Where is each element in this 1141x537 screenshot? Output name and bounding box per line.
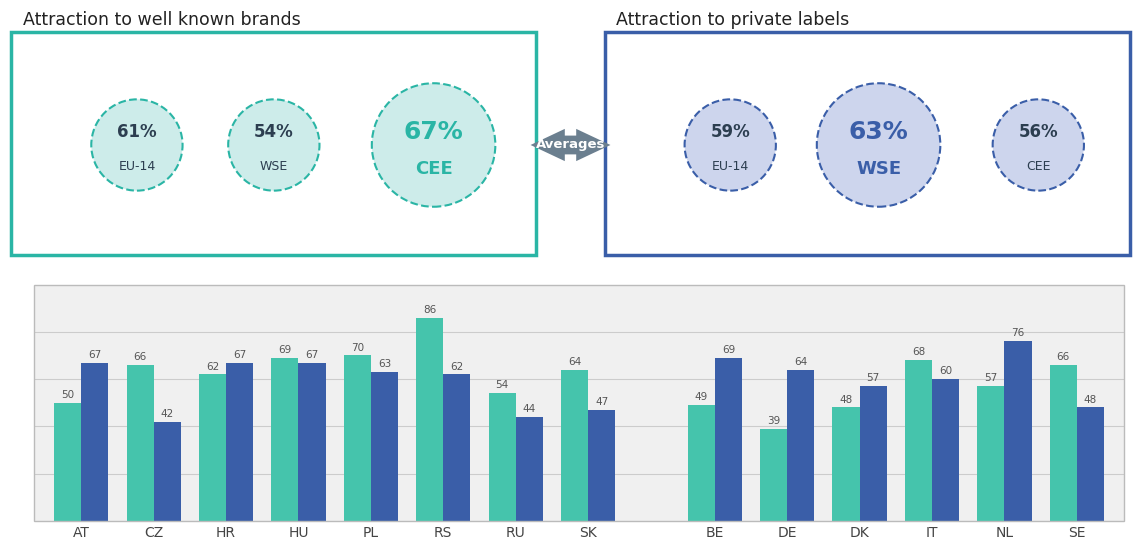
Bar	[978, 386, 1004, 521]
Bar	[272, 358, 299, 521]
Text: Attraction to well known brands: Attraction to well known brands	[23, 11, 300, 29]
Bar	[787, 369, 815, 521]
Bar	[905, 360, 932, 521]
Text: 66: 66	[133, 352, 147, 362]
Text: 49: 49	[695, 392, 707, 402]
Ellipse shape	[228, 99, 319, 191]
Text: 69: 69	[722, 345, 735, 355]
Text: 47: 47	[596, 397, 608, 407]
Text: 63%: 63%	[849, 120, 908, 143]
Bar	[859, 386, 887, 521]
Text: 76: 76	[1011, 329, 1025, 338]
Bar	[932, 379, 960, 521]
Text: Attraction to private labels: Attraction to private labels	[616, 11, 849, 29]
Text: 54: 54	[495, 380, 509, 390]
Bar	[1004, 342, 1031, 521]
FancyBboxPatch shape	[605, 32, 1130, 255]
Text: 56%: 56%	[1019, 122, 1058, 141]
Text: 50: 50	[62, 390, 74, 400]
Text: 69: 69	[278, 345, 292, 355]
Text: 64: 64	[568, 357, 581, 367]
Text: 42: 42	[161, 409, 173, 419]
Text: 39: 39	[767, 416, 780, 426]
Bar	[54, 403, 81, 521]
Text: 67: 67	[233, 350, 246, 360]
Text: Averages: Averages	[536, 139, 605, 151]
Text: 57: 57	[866, 373, 880, 383]
Bar	[760, 429, 787, 521]
Text: 67: 67	[306, 350, 318, 360]
Text: 62: 62	[205, 361, 219, 372]
Bar	[516, 417, 543, 521]
Text: 48: 48	[1084, 395, 1097, 405]
Bar	[371, 372, 398, 521]
Bar	[833, 408, 859, 521]
Text: 86: 86	[423, 305, 436, 315]
Ellipse shape	[372, 83, 495, 207]
FancyBboxPatch shape	[11, 32, 536, 255]
Text: 68: 68	[912, 347, 925, 358]
Text: 67: 67	[88, 350, 102, 360]
Bar	[226, 362, 253, 521]
Bar	[561, 369, 588, 521]
Bar	[714, 358, 742, 521]
Bar	[343, 355, 371, 521]
Text: 48: 48	[840, 395, 852, 405]
Polygon shape	[531, 129, 610, 161]
Text: 63: 63	[378, 359, 391, 369]
Text: 57: 57	[985, 373, 997, 383]
Ellipse shape	[817, 83, 940, 207]
Text: 54%: 54%	[254, 122, 293, 141]
Bar	[154, 422, 180, 521]
Bar	[416, 318, 444, 521]
Text: 70: 70	[350, 343, 364, 353]
Ellipse shape	[685, 99, 776, 191]
Ellipse shape	[993, 99, 1084, 191]
Text: 62: 62	[451, 361, 463, 372]
Text: 66: 66	[1057, 352, 1070, 362]
Bar	[199, 374, 226, 521]
Text: 61%: 61%	[118, 122, 156, 141]
Bar	[299, 362, 325, 521]
Ellipse shape	[91, 99, 183, 191]
Text: 44: 44	[523, 404, 536, 414]
Text: WSE: WSE	[260, 160, 288, 173]
Text: EU-14: EU-14	[119, 160, 155, 173]
Bar	[81, 362, 108, 521]
Bar	[1077, 408, 1104, 521]
Bar	[1050, 365, 1077, 521]
Bar	[588, 410, 615, 521]
Text: CEE: CEE	[414, 160, 453, 178]
Text: CEE: CEE	[1026, 160, 1051, 173]
Text: 64: 64	[794, 357, 808, 367]
Text: 60: 60	[939, 366, 952, 376]
Text: 67%: 67%	[404, 120, 463, 143]
Bar	[688, 405, 714, 521]
Text: EU-14: EU-14	[712, 160, 748, 173]
Text: WSE: WSE	[856, 160, 901, 178]
Bar	[444, 374, 470, 521]
Bar	[488, 393, 516, 521]
Text: 59%: 59%	[711, 122, 750, 141]
Bar	[127, 365, 154, 521]
